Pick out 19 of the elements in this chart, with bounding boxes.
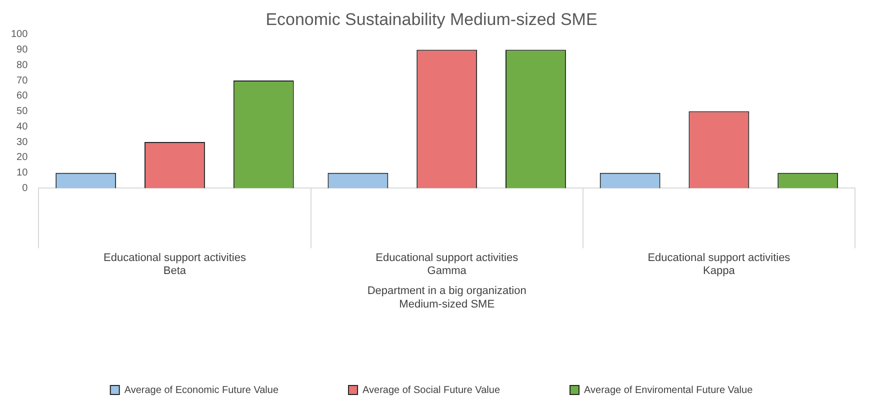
- y-tick-label: 0: [22, 182, 28, 194]
- y-tick-label: 70: [16, 75, 28, 86]
- y-tick-label: 10: [16, 168, 28, 179]
- x-tick-label: Educational support activities Gamma: [376, 252, 519, 278]
- y-tick-label: 20: [16, 152, 28, 164]
- legend-label: Average of Social Future Value: [362, 384, 500, 396]
- y-tick-label: 50: [16, 106, 28, 118]
- y-tick-label: 80: [16, 60, 28, 71]
- legend-label: Average of Enviromental Future Value: [584, 384, 754, 396]
- y-tick-label: 100: [10, 29, 28, 40]
- y-tick-label: 60: [16, 90, 28, 102]
- x-tick-label: Educational support activities Kappa: [648, 252, 791, 278]
- chart-title: Economic Sustainability Medium-sized SME: [266, 10, 598, 29]
- y-tick-label: 40: [16, 121, 28, 132]
- x-axis-title: Department in a big organization Medium-sized SME: [367, 285, 526, 310]
- x-tick-label: Educational support activities Beta: [104, 252, 246, 278]
- y-tick-label: 90: [16, 44, 28, 56]
- legend-label: Average of Economic Future Value: [124, 384, 279, 396]
- y-tick-label: 30: [16, 136, 28, 148]
